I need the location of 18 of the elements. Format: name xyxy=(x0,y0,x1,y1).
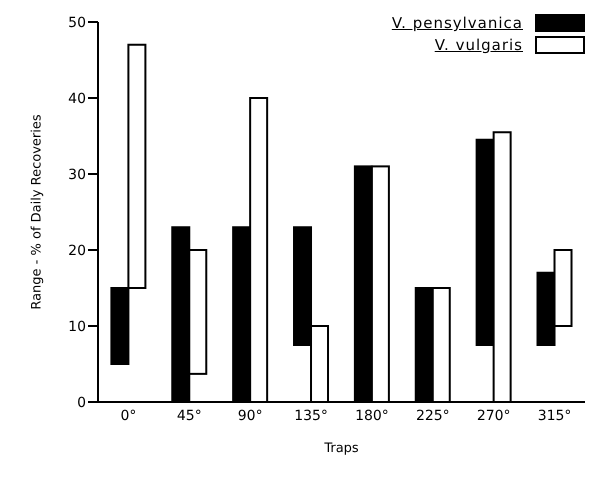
y-tick-label: 50 xyxy=(68,14,86,31)
x-tick-label: 135° xyxy=(294,408,328,424)
y-tick-label: 10 xyxy=(68,318,86,335)
x-tick-label: 315° xyxy=(538,408,572,424)
x-tick-label: 270° xyxy=(476,408,511,424)
y-axis-title: Range - % of Daily Recoveries xyxy=(30,114,45,310)
y-tick-label: 30 xyxy=(68,166,86,183)
x-tick-label: 180° xyxy=(355,408,389,424)
legend-label: V. vulgaris xyxy=(434,36,523,54)
y-tick-label: 20 xyxy=(68,242,86,259)
legend-label: V. pensylvanica xyxy=(390,14,523,32)
x-axis-title: Traps xyxy=(323,441,359,456)
x-tick-label: 0° xyxy=(120,408,136,424)
x-tick-label: 225° xyxy=(416,408,450,424)
x-tick-label: 90° xyxy=(238,408,263,424)
y-tick-label: 40 xyxy=(68,90,86,107)
y-tick-label: 0 xyxy=(77,394,86,411)
x-tick-label: 45° xyxy=(176,408,202,424)
